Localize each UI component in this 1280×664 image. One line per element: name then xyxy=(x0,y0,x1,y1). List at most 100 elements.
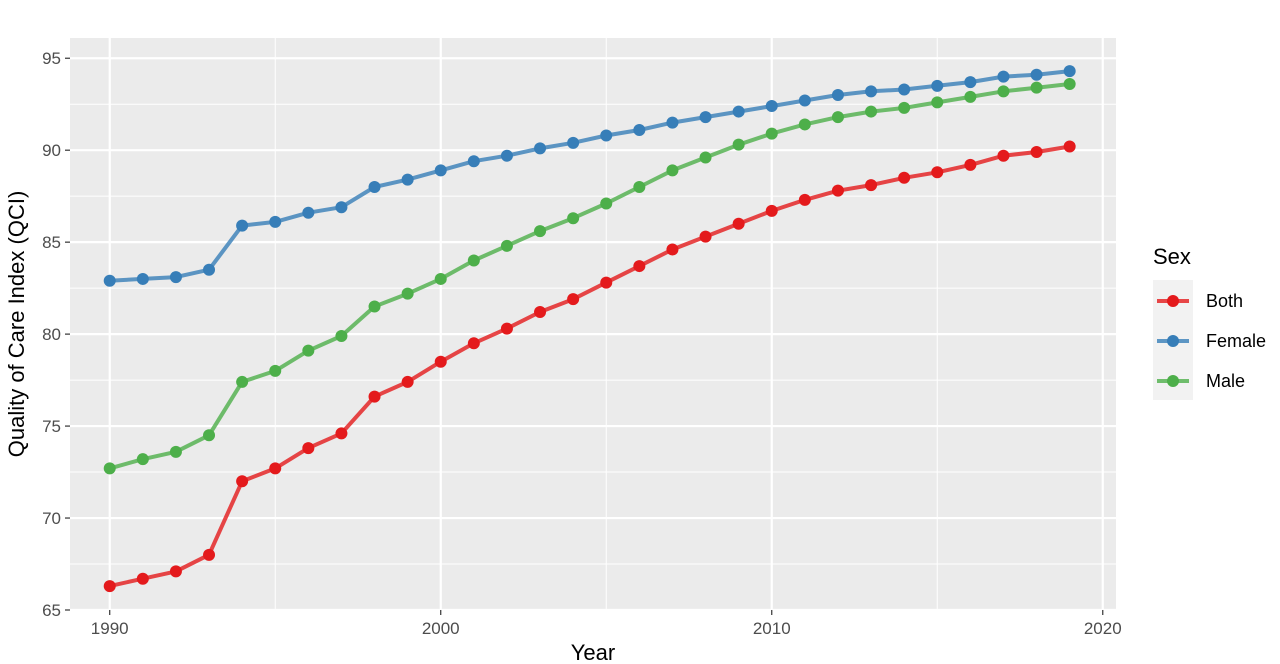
data-point-both xyxy=(931,166,944,179)
data-point-female xyxy=(732,105,745,118)
x-tick-label: 2020 xyxy=(1084,619,1122,638)
y-tick-label: 95 xyxy=(42,49,61,68)
data-point-both xyxy=(269,462,282,475)
data-point-female xyxy=(600,129,613,142)
data-point-female xyxy=(136,272,149,285)
data-point-both xyxy=(1063,140,1076,153)
data-point-female xyxy=(997,70,1010,83)
data-point-male xyxy=(865,105,878,118)
data-point-both xyxy=(1030,146,1043,159)
data-point-both xyxy=(633,260,646,273)
data-point-male xyxy=(898,101,911,114)
data-point-male xyxy=(203,429,216,442)
data-point-female xyxy=(467,155,480,168)
data-point-both xyxy=(699,230,712,243)
data-point-female xyxy=(335,201,348,214)
y-tick-label: 85 xyxy=(42,233,61,252)
data-point-male xyxy=(103,462,116,475)
data-point-male xyxy=(534,225,547,238)
data-point-both xyxy=(169,565,182,578)
legend-label-female: Female xyxy=(1206,331,1266,351)
axis-ticks: 65 70 75 80 85 90 95 1990 2000 2010 2020 xyxy=(42,49,1122,638)
data-point-male xyxy=(633,180,646,193)
panel-background xyxy=(70,38,1116,610)
data-point-male xyxy=(567,212,580,225)
data-point-male xyxy=(732,138,745,151)
data-point-male xyxy=(997,85,1010,98)
data-point-female xyxy=(236,219,249,232)
data-point-both xyxy=(335,427,348,440)
data-point-male xyxy=(169,445,182,458)
data-point-female xyxy=(103,274,116,287)
data-point-both xyxy=(467,337,480,350)
data-point-female xyxy=(666,116,679,129)
data-point-both xyxy=(898,171,911,184)
data-point-male xyxy=(1063,77,1076,90)
data-point-male xyxy=(964,90,977,103)
legend: Sex Both Female Male xyxy=(1153,244,1266,400)
data-point-both xyxy=(600,276,613,289)
data-point-female xyxy=(798,94,811,107)
data-point-both xyxy=(831,184,844,197)
data-point-male xyxy=(500,239,513,252)
data-point-male xyxy=(666,164,679,177)
data-point-female xyxy=(169,271,182,284)
data-point-both xyxy=(534,306,547,319)
y-tick-label: 65 xyxy=(42,601,61,620)
grid xyxy=(70,38,1116,612)
data-point-male xyxy=(931,96,944,109)
data-point-female xyxy=(964,76,977,89)
data-point-female xyxy=(401,173,414,186)
data-point-both xyxy=(401,375,414,388)
legend-label-male: Male xyxy=(1206,371,1245,391)
series-female xyxy=(103,65,1076,287)
legend-key-point-both xyxy=(1167,295,1179,307)
data-point-male xyxy=(1030,81,1043,94)
data-point-male xyxy=(302,344,315,357)
data-point-female xyxy=(434,164,447,177)
data-point-female xyxy=(831,89,844,102)
data-point-female xyxy=(633,123,646,136)
data-point-female xyxy=(765,100,778,113)
data-point-female xyxy=(567,136,580,149)
data-point-female xyxy=(368,180,381,193)
data-point-both xyxy=(203,548,216,561)
y-tick-label: 70 xyxy=(42,509,61,528)
data-point-male xyxy=(831,111,844,124)
data-point-both xyxy=(765,204,778,217)
legend-label-both: Both xyxy=(1206,291,1243,311)
data-point-both xyxy=(236,475,249,488)
series-lines xyxy=(103,65,1076,593)
data-point-both xyxy=(368,390,381,403)
data-point-male xyxy=(335,329,348,342)
data-point-female xyxy=(269,215,282,228)
data-point-female xyxy=(203,263,216,276)
y-tick-label: 90 xyxy=(42,141,61,160)
series-both xyxy=(103,140,1076,593)
data-point-female xyxy=(534,142,547,155)
data-point-female xyxy=(699,111,712,124)
data-point-male xyxy=(765,127,778,140)
data-point-both xyxy=(666,243,679,256)
data-point-male xyxy=(136,453,149,466)
data-point-both xyxy=(798,193,811,206)
legend-key-point-male xyxy=(1167,375,1179,387)
data-point-male xyxy=(269,364,282,377)
data-point-male xyxy=(798,118,811,131)
x-axis-title: Year xyxy=(571,640,615,664)
data-point-both xyxy=(997,149,1010,162)
y-tick-label: 80 xyxy=(42,325,61,344)
data-point-both xyxy=(103,580,116,593)
data-point-female xyxy=(302,206,315,219)
series-male xyxy=(103,77,1076,475)
data-point-both xyxy=(964,158,977,171)
data-point-male xyxy=(434,272,447,285)
data-point-both xyxy=(500,322,513,335)
legend-title: Sex xyxy=(1153,244,1191,269)
data-point-female xyxy=(865,85,878,98)
data-point-male xyxy=(401,287,414,300)
data-point-male xyxy=(699,151,712,164)
y-axis-title: Quality of Care Index (QCI) xyxy=(4,191,29,458)
data-point-both xyxy=(136,572,149,585)
